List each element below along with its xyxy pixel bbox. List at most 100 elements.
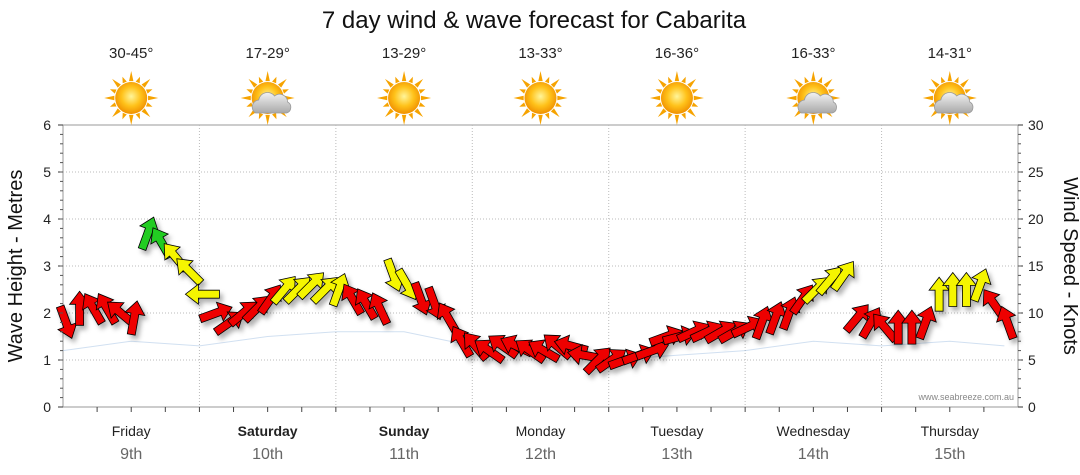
sun-ray	[657, 78, 667, 88]
cloud	[933, 92, 974, 114]
sun-ray	[557, 95, 568, 101]
sun-icon	[649, 71, 704, 125]
sun-ray	[531, 76, 537, 84]
y-tick-label-left: 5	[43, 164, 51, 180]
sun-ray	[811, 71, 816, 82]
sun-ray	[555, 102, 562, 107]
wind-arrow	[515, 339, 547, 365]
wind-arrow	[996, 305, 1018, 341]
x-day-label: Tuesday	[650, 423, 703, 439]
sun-ray	[377, 95, 388, 101]
y-axis-label-left: Wave Height - Metres	[5, 170, 27, 363]
temp-range: 16-36°	[655, 45, 699, 62]
sun-ray	[129, 71, 134, 82]
y-tick-label-right: 10	[1028, 305, 1044, 321]
temp-range: 13-33°	[518, 45, 562, 62]
sun-ray	[408, 112, 413, 120]
sun-ray	[940, 112, 946, 120]
sun-cloud-icon	[240, 71, 295, 125]
sun-ray	[112, 78, 121, 88]
sun-ray	[922, 95, 933, 101]
sun-ray	[258, 76, 264, 84]
sun-ray	[794, 78, 803, 88]
y-tick-label-right: 30	[1028, 117, 1044, 133]
sun-ray	[414, 108, 424, 118]
sun-icon	[377, 71, 432, 125]
temp-range: 13-29°	[382, 45, 426, 62]
y-tick-label-right: 25	[1028, 164, 1044, 180]
wind-arrow	[198, 301, 233, 324]
y-tick-label-right: 15	[1028, 258, 1044, 274]
wind-arrow	[915, 305, 937, 341]
sun-disc	[660, 82, 693, 114]
sun-ray	[513, 95, 524, 101]
sun-ray	[555, 89, 562, 94]
sun-ray	[691, 102, 699, 107]
sun-ray	[687, 108, 697, 118]
x-day-label: Saturday	[238, 423, 298, 439]
sun-ray	[521, 108, 531, 118]
cloud	[251, 92, 292, 114]
sun-ray	[544, 76, 550, 84]
sun-ray	[246, 102, 253, 107]
y-tick-label-right: 20	[1028, 211, 1044, 227]
sun-ray	[954, 76, 959, 84]
sun-ray	[382, 102, 390, 107]
x-date-label: 15th	[934, 446, 965, 463]
sun-ray	[823, 78, 833, 88]
sun-ray	[792, 102, 799, 107]
x-day-label: Friday	[112, 423, 151, 439]
x-date-label: 9th	[120, 446, 142, 463]
sun-ray	[687, 78, 697, 88]
x-day-label: Monday	[516, 423, 566, 439]
sun-ray	[109, 89, 117, 94]
sun-ray	[693, 95, 704, 101]
sun-ray	[148, 95, 159, 101]
sun-ray	[395, 76, 400, 84]
sun-ray	[519, 102, 526, 107]
sun-ray	[278, 78, 287, 88]
sun-ray	[282, 89, 289, 94]
sun-icon	[513, 71, 568, 125]
sun-ray	[384, 78, 394, 88]
x-day-label: Wednesday	[777, 423, 851, 439]
x-date-label: 13th	[661, 446, 692, 463]
sun-ray	[792, 89, 799, 94]
sun-ray	[246, 89, 253, 94]
x-day-label: Sunday	[379, 423, 430, 439]
wind-arrow	[176, 258, 205, 287]
sun-ray	[265, 71, 270, 82]
sun-ray	[804, 76, 809, 84]
y-tick-label-left: 3	[43, 258, 51, 274]
sun-ray	[804, 112, 809, 120]
sun-ray	[930, 78, 940, 88]
sun-ray	[408, 76, 413, 84]
sun-ray	[817, 112, 823, 120]
sun-ray	[401, 114, 407, 125]
y-tick-label-left: 6	[43, 117, 51, 133]
sun-ray	[550, 78, 560, 88]
sun-ray	[112, 108, 121, 118]
sun-cloud-icon	[922, 71, 977, 125]
wind-arrow	[95, 293, 120, 326]
wind-arrow	[488, 334, 520, 360]
sun-ray	[550, 108, 560, 118]
temp-range: 16-33°	[791, 45, 835, 62]
sun-ray	[414, 78, 424, 88]
sun-ray	[928, 102, 936, 107]
sun-ray	[272, 76, 277, 84]
sun-ray	[940, 76, 946, 84]
sun-ray	[544, 112, 550, 120]
wind-arrow	[184, 283, 220, 306]
sun-ray	[947, 71, 952, 82]
wind-arrow	[830, 260, 855, 293]
sun-ray	[145, 102, 153, 107]
y-tick-label-left: 1	[43, 352, 51, 368]
sun-ray	[657, 108, 667, 118]
sun-ray	[122, 112, 127, 120]
y-tick-label-right: 5	[1028, 352, 1036, 368]
sun-ray	[538, 114, 543, 125]
x-date-label: 11th	[389, 446, 419, 463]
y-axis-label-right: Wind Speed - Knots	[1059, 177, 1080, 355]
